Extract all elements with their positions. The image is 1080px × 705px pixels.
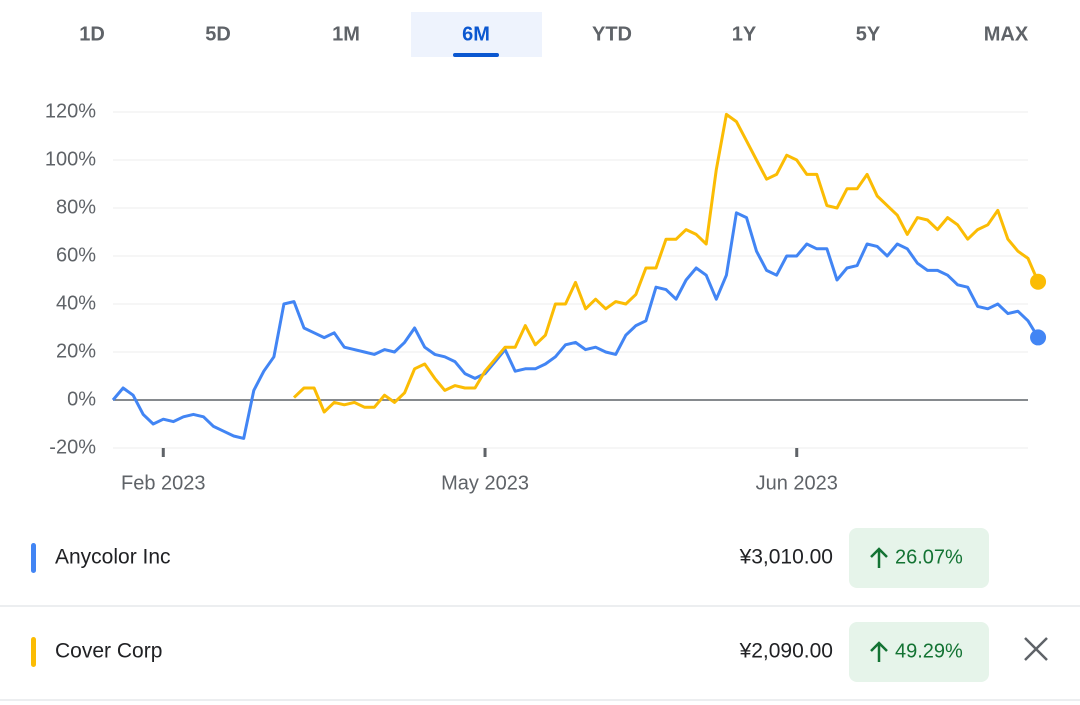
tab-label: 5Y xyxy=(856,23,881,45)
series-name: Cover Corp xyxy=(55,640,162,663)
tab-label: MAX xyxy=(984,23,1029,45)
time-tab[interactable]: 1D xyxy=(79,23,105,45)
tab-highlight xyxy=(411,12,542,57)
change-pill xyxy=(849,528,989,588)
y-tick-label: 0% xyxy=(67,388,96,410)
close-icon xyxy=(1024,637,1048,661)
y-tick-label: -20% xyxy=(49,436,96,458)
tab-underline xyxy=(453,53,499,57)
series-swatch xyxy=(31,637,36,667)
end-point xyxy=(1030,329,1047,346)
price: ¥3,010.00 xyxy=(739,546,833,569)
tab-label: 1D xyxy=(79,23,105,45)
change-label: 49.29% xyxy=(895,640,963,662)
change-pill xyxy=(849,622,989,682)
y-tick-label: 100% xyxy=(45,148,96,170)
end-point xyxy=(1030,273,1047,290)
tab-label: 6M xyxy=(462,23,490,45)
y-tick-label: 60% xyxy=(56,244,96,266)
up-arrow xyxy=(870,641,888,662)
series-name: Anycolor Inc xyxy=(55,546,171,569)
up-arrow xyxy=(870,547,888,568)
y-tick-label: 40% xyxy=(56,292,96,314)
time-tab[interactable]: 1Y xyxy=(732,23,757,45)
series-swatch xyxy=(31,543,36,573)
change-label: 26.07% xyxy=(895,546,963,568)
comparison-row[interactable]: Cover Corp ¥2,090.00 49.29% xyxy=(31,622,989,682)
x-tick-label: May 2023 xyxy=(441,472,529,494)
tab-label: 1Y xyxy=(732,23,757,45)
series-line xyxy=(111,211,1040,440)
y-tick-label: 120% xyxy=(45,100,96,122)
comparison-row[interactable]: Anycolor Inc ¥3,010.00 26.07% xyxy=(31,528,989,588)
series-line xyxy=(292,112,1040,414)
tab-label: 5D xyxy=(205,23,231,45)
time-tab[interactable]: MAX xyxy=(984,23,1029,45)
time-tab[interactable]: 5Y xyxy=(856,23,881,45)
time-tab[interactable]: 5D xyxy=(205,23,231,45)
x-tick-label: Feb 2023 xyxy=(121,472,206,494)
close-button[interactable] xyxy=(1024,637,1048,661)
price: ¥2,090.00 xyxy=(739,640,833,663)
time-tab[interactable]: YTD xyxy=(592,23,632,45)
y-tick-label: 20% xyxy=(56,340,96,362)
tab-label: YTD xyxy=(592,23,632,45)
time-tab[interactable]: 1M xyxy=(332,23,360,45)
y-tick-label: 80% xyxy=(56,196,96,218)
time-tab[interactable]: 6M xyxy=(411,12,542,57)
tab-label: 1M xyxy=(332,23,360,45)
x-tick-label: Jun 2023 xyxy=(756,472,838,494)
